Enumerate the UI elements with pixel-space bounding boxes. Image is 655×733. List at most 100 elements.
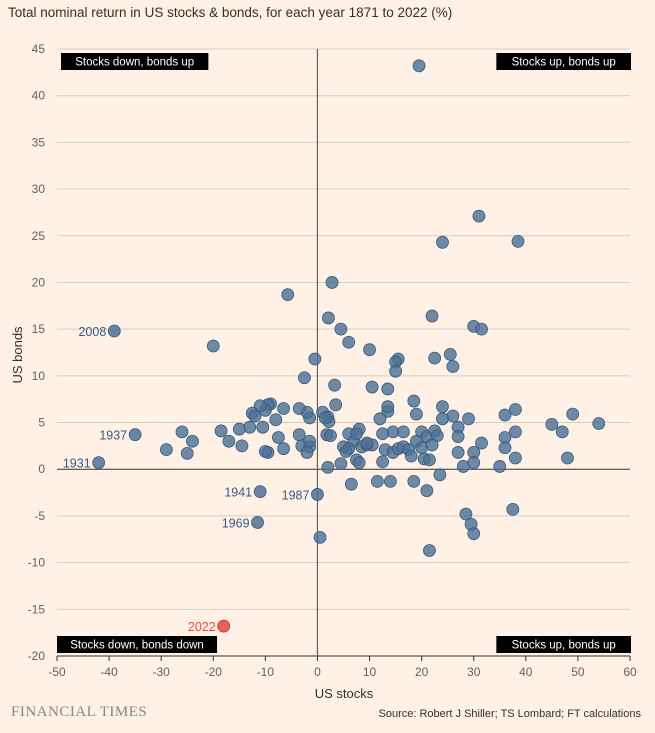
- y-tick-label: 15: [32, 322, 46, 336]
- data-point: [493, 460, 507, 473]
- x-tick-label: 10: [363, 665, 377, 679]
- data-point: [456, 460, 470, 473]
- data-point: [313, 531, 327, 544]
- data-point: [433, 468, 447, 482]
- data-point: [175, 425, 189, 439]
- quadrant-label-text: Stocks down, bonds down: [70, 640, 204, 652]
- data-point: [511, 234, 525, 248]
- ft-logo: FINANCIAL TIMES: [11, 704, 148, 720]
- data-point: [475, 322, 488, 336]
- annotated-point: [217, 619, 231, 633]
- source-note: Source: Robert J Shiller; TS Lombard; FT…: [378, 708, 642, 720]
- annotated-point: [251, 516, 264, 529]
- x-tick-label: 40: [519, 665, 533, 679]
- data-point: [446, 360, 460, 373]
- y-tick-label: -10: [28, 556, 46, 570]
- quadrant-label-text: Stocks up, bonds up: [512, 57, 616, 69]
- data-point: [243, 420, 257, 434]
- data-point: [555, 425, 569, 439]
- data-point: [277, 402, 290, 415]
- y-tick-label: 45: [32, 42, 46, 56]
- data-point: [509, 425, 522, 439]
- x-tick-label: 0: [314, 665, 321, 679]
- point-annotation: 2022: [188, 620, 216, 634]
- data-point: [498, 441, 512, 455]
- data-point: [407, 394, 421, 408]
- quadrant-label-bg: [496, 636, 631, 653]
- data-point: [277, 442, 290, 456]
- annotated-point: [107, 324, 121, 338]
- data-point: [423, 544, 436, 557]
- data-point: [334, 322, 348, 336]
- x-tick-labels: -50 -40 -30 -20 -10 0 10 20 30 40 50 60: [48, 656, 637, 679]
- data-point: [509, 403, 522, 416]
- quadrant-label-bg: [496, 53, 631, 70]
- data-point: [324, 429, 337, 443]
- data-point: [365, 380, 379, 394]
- x-axis-label: US stocks: [315, 686, 374, 701]
- data-point: [462, 412, 475, 426]
- y-tick-label: -5: [34, 509, 45, 523]
- data-point: [561, 451, 574, 465]
- data-point: [308, 352, 322, 366]
- data-point: [412, 59, 426, 73]
- point-annotations: 2008 1937 1931 1941 1987 1969 2022: [63, 325, 310, 634]
- data-point: [459, 507, 473, 521]
- y-tick-label: 35: [32, 135, 46, 149]
- data-point: [318, 411, 332, 425]
- x-tick-label: -10: [257, 665, 275, 679]
- data-point: [292, 428, 306, 442]
- y-tick-label: 25: [32, 229, 46, 243]
- data-point: [325, 276, 339, 289]
- point-annotation: 2008: [78, 325, 106, 339]
- axes: [57, 49, 630, 657]
- data-point: [298, 371, 311, 385]
- data-point: [376, 455, 389, 469]
- data-point: [498, 408, 512, 422]
- point-annotation: 1937: [99, 429, 127, 443]
- data-point: [443, 347, 457, 361]
- data-point: [342, 335, 356, 349]
- annotated-point: [311, 488, 324, 501]
- data-point: [271, 431, 285, 444]
- y-tick-label: 10: [32, 369, 46, 383]
- data-point: [300, 446, 314, 459]
- data-point: [363, 343, 376, 357]
- y-tick-label: -20: [28, 649, 46, 663]
- x-tick-label: 60: [623, 665, 637, 679]
- data-point: [428, 351, 442, 365]
- data-point: [425, 438, 439, 452]
- data-point: [248, 409, 262, 423]
- point-annotation: 1969: [222, 516, 250, 530]
- data-point: [232, 422, 246, 436]
- data-point: [350, 427, 363, 441]
- data-point: [423, 453, 436, 467]
- data-point: [376, 427, 389, 441]
- data-point: [281, 288, 295, 302]
- data-point: [235, 439, 249, 453]
- data-point: [258, 445, 272, 458]
- point-annotation: 1931: [63, 457, 91, 471]
- quadrant-label-text: Stocks down, bonds up: [75, 57, 194, 69]
- data-point: [451, 446, 465, 459]
- data-point: [383, 474, 397, 488]
- y-tick-label: 30: [32, 182, 46, 196]
- data-point: [344, 477, 358, 491]
- data-point: [328, 378, 342, 392]
- data-point: [566, 407, 580, 421]
- annotated-point: [92, 456, 106, 470]
- data-point: [352, 456, 366, 470]
- data-point: [321, 460, 335, 474]
- data-point: [180, 446, 194, 460]
- data-point: [329, 398, 343, 412]
- data-point: [214, 424, 228, 438]
- x-tick-label: -30: [153, 665, 171, 679]
- data-point: [404, 449, 418, 463]
- data-point: [425, 309, 439, 323]
- data-points: [92, 59, 606, 633]
- data-point: [509, 451, 522, 465]
- data-point: [222, 434, 236, 448]
- data-point: [370, 474, 384, 488]
- data-point: [467, 527, 481, 541]
